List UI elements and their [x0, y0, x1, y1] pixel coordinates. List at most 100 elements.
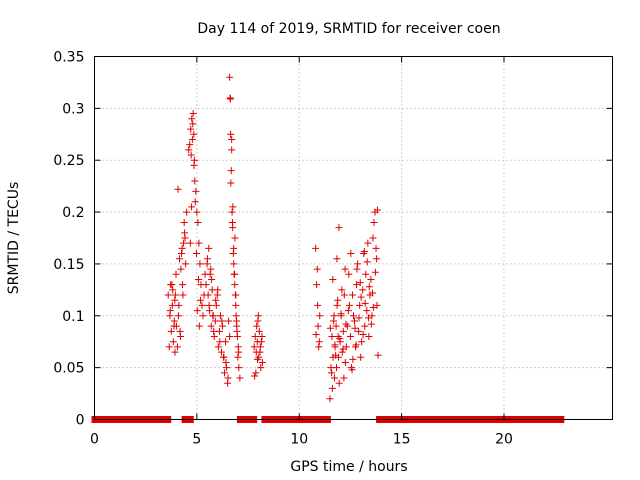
data-point	[166, 312, 174, 320]
data-point	[190, 130, 198, 138]
data-point	[206, 307, 214, 315]
data-point	[171, 296, 179, 304]
y-axis-label: SRMTID / TECUs	[6, 182, 22, 295]
data-point	[216, 338, 224, 346]
data-point	[220, 353, 228, 361]
data-point	[221, 369, 229, 377]
data-point	[355, 327, 363, 335]
data-point	[356, 279, 364, 287]
data-point	[223, 364, 231, 372]
data-point	[340, 291, 348, 299]
data-point	[186, 141, 194, 149]
data-point	[210, 333, 218, 341]
data-point	[189, 110, 197, 118]
data-point	[174, 185, 182, 193]
data-point	[231, 234, 239, 242]
data-point	[360, 247, 368, 255]
data-point	[228, 208, 236, 216]
data-point	[233, 317, 241, 325]
data-point	[331, 341, 339, 349]
data-point	[212, 301, 220, 309]
data-point	[374, 351, 382, 359]
data-point	[373, 301, 381, 309]
data-point	[218, 317, 226, 325]
data-point	[217, 348, 225, 356]
data-point	[177, 265, 185, 273]
data-point	[357, 353, 365, 361]
data-point	[191, 177, 199, 185]
data-point	[173, 343, 181, 351]
data-point	[214, 343, 222, 351]
y-tick-label: 0.15	[53, 257, 84, 273]
data-point	[256, 348, 264, 356]
data-point	[230, 260, 238, 268]
data-point	[250, 343, 258, 351]
data-point	[352, 341, 360, 349]
data-point	[357, 293, 365, 301]
x-tick-label: 15	[393, 432, 411, 448]
data-point	[225, 317, 233, 325]
x-tick-label: 20	[495, 432, 513, 448]
data-points	[164, 73, 382, 403]
data-point	[334, 296, 342, 304]
data-point	[361, 299, 369, 307]
data-point	[345, 301, 353, 309]
plot-frame	[94, 56, 613, 420]
data-point	[333, 364, 341, 372]
data-point	[333, 301, 341, 309]
data-point	[351, 324, 359, 332]
data-point	[251, 372, 259, 380]
y-tick-label: 0.25	[53, 153, 84, 169]
data-point	[369, 234, 377, 242]
data-point	[192, 187, 200, 195]
data-point	[207, 322, 215, 330]
data-point	[314, 322, 322, 330]
data-point	[253, 322, 261, 330]
data-point	[194, 218, 202, 226]
data-point	[349, 355, 357, 363]
data-point	[214, 286, 222, 294]
data-point	[337, 310, 345, 318]
data-point	[253, 355, 261, 363]
data-point	[338, 286, 346, 294]
data-point	[176, 327, 184, 335]
data-point	[316, 312, 324, 320]
data-point	[165, 343, 173, 351]
data-point	[329, 275, 337, 283]
data-point	[230, 244, 238, 252]
data-point	[192, 250, 200, 258]
data-point	[373, 255, 381, 263]
data-point	[370, 218, 378, 226]
data-point	[312, 330, 320, 338]
data-point	[204, 291, 212, 299]
data-point	[168, 281, 176, 289]
data-point	[193, 307, 201, 315]
data-point	[315, 343, 323, 351]
data-point	[216, 312, 224, 320]
data-point	[355, 314, 363, 322]
data-point	[333, 255, 341, 263]
data-point	[348, 291, 356, 299]
y-tick-label: 0	[76, 413, 85, 429]
data-point	[254, 317, 262, 325]
data-point	[185, 146, 193, 154]
data-point	[227, 130, 235, 138]
x-axis-label: GPS time / hours	[290, 459, 407, 475]
data-point	[326, 395, 334, 403]
data-point	[363, 307, 371, 315]
data-point	[255, 327, 263, 335]
data-point	[196, 260, 204, 268]
data-point	[356, 301, 364, 309]
data-point	[235, 364, 243, 372]
data-point	[180, 218, 188, 226]
data-point	[350, 312, 357, 320]
data-point	[207, 265, 215, 273]
data-point	[348, 366, 356, 374]
data-point	[193, 208, 201, 216]
data-point	[172, 270, 180, 278]
data-point	[328, 369, 336, 377]
data-point	[330, 374, 338, 382]
data-point	[353, 265, 361, 273]
data-point	[195, 322, 203, 330]
